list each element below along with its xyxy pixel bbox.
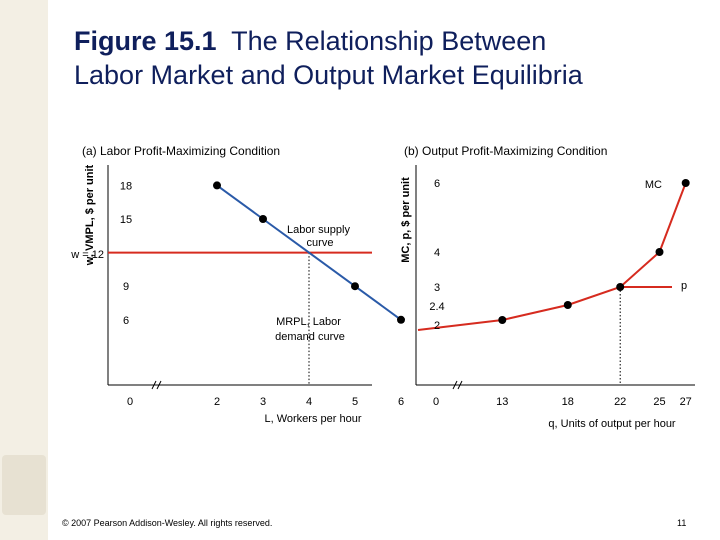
title-line-1: The Relationship Between <box>231 26 547 56</box>
panel-b-axis-break <box>452 380 463 390</box>
mc-point-3 <box>655 248 664 256</box>
labor-demand-point-3 <box>397 315 405 324</box>
panel-a-x-tick: 5 <box>352 396 358 408</box>
copyright-footer: © 2007 Pearson Addison-Wesley. All right… <box>62 518 273 528</box>
labor-supply-label-line2: curve <box>307 237 334 249</box>
mc-point-2 <box>616 283 625 291</box>
labor-demand-label-line2: demand curve <box>275 331 345 343</box>
labor-demand-point-2 <box>351 282 359 291</box>
panel-b-y-tick: 6 <box>434 178 440 190</box>
panel-b-y-tick: 2.4 <box>429 301 444 313</box>
labor-demand-point-1 <box>259 215 267 223</box>
panel-a-x-tick: 4 <box>306 396 312 408</box>
panel-b-y-tick: 3 <box>434 282 440 294</box>
mc-label: MC <box>645 179 662 191</box>
panel-b-chart: 2 2.4 3 4 6 0 13 18 22 25 27 MC p q, Units of out… <box>400 165 695 430</box>
labor-demand-label-line1: MRPL, Labor <box>276 316 341 328</box>
panel-b-x-tick: 25 <box>653 396 665 408</box>
panel-a-y-tick: 6 <box>123 315 129 327</box>
wage-label: w = 12 <box>70 249 104 261</box>
page-number: 11 <box>677 518 687 528</box>
mc-point-0 <box>498 316 507 324</box>
labor-demand-line <box>216 184 402 321</box>
panel-b-title: (b) Output Profit-Maximizing Condition <box>404 144 608 158</box>
panel-a-title: (a) Labor Profit-Maximizing Condition <box>82 144 281 158</box>
labor-supply-label: Labor supply curve <box>287 224 353 249</box>
decorative-sidebar <box>0 0 48 540</box>
panel-b-y-axis-label: MC, p, $ per unit <box>400 177 412 263</box>
panel-a-x-tick: 0 <box>127 396 133 408</box>
panel-a-x-axis-label: L, Workers per hour <box>264 413 361 425</box>
labor-demand-point-0 <box>213 181 221 190</box>
panel-b-x-tick: 0 <box>433 396 439 408</box>
panel-a-x-tick: 6 <box>398 396 404 408</box>
panel-b-x-tick: 27 <box>680 396 692 408</box>
figure-label: Figure 15.1 <box>74 26 217 56</box>
labor-supply-label-line1: Labor supply <box>287 224 350 236</box>
panel-a-y-axis-label: w, VMPL, $ per unit <box>84 164 96 266</box>
panel-a-y-tick: 15 <box>120 214 132 226</box>
panel-b-x-tick: 22 <box>614 396 626 408</box>
price-label: p <box>681 280 687 292</box>
panel-b-y-tick: 4 <box>434 247 440 259</box>
mc-point-4 <box>681 179 690 187</box>
title-line-2: Labor Market and Output Market Equilibri… <box>74 60 583 90</box>
panel-a-x-tick: 3 <box>260 396 266 408</box>
sidebar-ornament <box>2 455 46 515</box>
panel-a-y-tick: 9 <box>123 281 129 293</box>
panel-b-x-tick: 18 <box>562 396 574 408</box>
panel-b-x-tick: 13 <box>496 396 508 408</box>
slide-title: Figure 15.1 The Relationship Between Lab… <box>74 24 583 92</box>
panel-b-y-tick: 2 <box>434 320 440 332</box>
panel-a-y-tick: 18 <box>120 180 132 192</box>
panel-b-x-axis-label: q, Units of output per hour <box>548 418 676 430</box>
mc-curve <box>417 182 687 331</box>
panel-a-axis-break <box>151 380 162 390</box>
labor-demand-label: MRPL, Labor demand curve <box>275 316 345 343</box>
mc-point-1 <box>563 301 572 309</box>
panel-a-x-tick: 2 <box>214 396 220 408</box>
